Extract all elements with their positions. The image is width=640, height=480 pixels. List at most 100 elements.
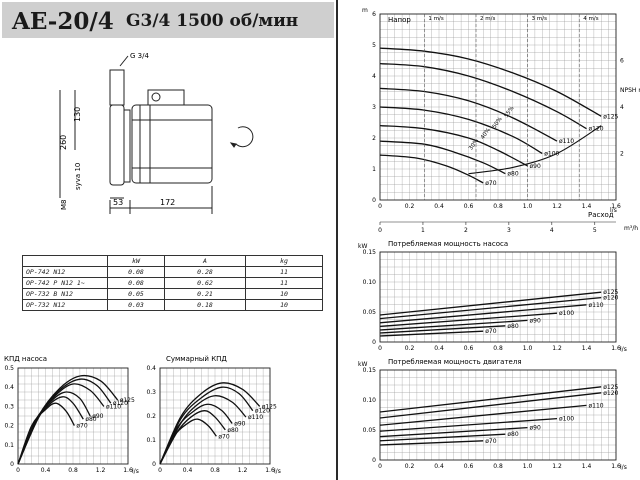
series-line bbox=[17, 383, 105, 465]
series-label: ø110 bbox=[559, 138, 574, 145]
series-label: ø90 bbox=[530, 163, 541, 170]
y-tick-label: 0.05 bbox=[363, 309, 377, 316]
series-label: ø110 bbox=[106, 403, 121, 410]
pump-power-chart: 0 0.2 0.4 0.6 0.8 1.0 1.2 1.4 1.6 0 0.05 0.10 0.15 ø1… bbox=[358, 240, 627, 353]
x-tick-label: 0.8 bbox=[493, 203, 503, 210]
table-cell: 0.08 bbox=[107, 277, 165, 289]
series-label: ø125 bbox=[603, 289, 618, 296]
x-tick-label: 1.4 bbox=[582, 203, 592, 210]
series-label: ø125 bbox=[120, 397, 135, 404]
x-tick-label: 0.4 bbox=[434, 463, 444, 470]
pump-spec: G3/4 1500 об/мин bbox=[126, 11, 299, 31]
table-cell: OP-732 B N12 bbox=[22, 288, 108, 300]
velocity-label: 2 m/s bbox=[480, 16, 495, 22]
x-tick-label: 0 bbox=[378, 345, 382, 352]
x-tick-label: 1.0 bbox=[523, 345, 533, 352]
series-line bbox=[379, 433, 506, 442]
series-line bbox=[379, 140, 506, 175]
series-label: ø110 bbox=[248, 414, 263, 421]
y-axis-unit: kW bbox=[358, 361, 367, 368]
efficiency-label: 55% bbox=[504, 106, 516, 119]
series-label: ø120 bbox=[603, 295, 618, 302]
x-tick-label: 1.4 bbox=[582, 463, 592, 470]
chart-title: Потребляемая мощность двигателя bbox=[388, 358, 522, 366]
series-label: ø125 bbox=[262, 403, 277, 410]
velocity-label: 1 m/s bbox=[428, 16, 443, 22]
series-line bbox=[379, 386, 602, 413]
chart-title: Суммарный КПД bbox=[166, 355, 227, 363]
series-label: ø80 bbox=[507, 431, 518, 438]
y-tick-label: 0 bbox=[372, 197, 376, 204]
y-tick-label: 0 bbox=[152, 461, 156, 468]
x-tick-label: 1.4 bbox=[582, 345, 592, 352]
series-label: ø90 bbox=[92, 413, 103, 420]
series-line bbox=[379, 47, 602, 117]
series-line bbox=[379, 124, 528, 167]
table-row: OP-732 N12 0.03 0.18 10 bbox=[22, 299, 323, 311]
head-chart: 0 0.2 0.4 0.6 0.8 1.0 1.2 1.4 1.60123456ø125ø120… bbox=[362, 7, 640, 234]
series-label: ø70 bbox=[485, 180, 496, 187]
series-label: ø100 bbox=[544, 151, 559, 158]
y-tick-label: 1 bbox=[372, 166, 376, 173]
x-tick-label: 0.2 bbox=[405, 203, 415, 210]
x-tick-label: 0.4 bbox=[434, 203, 444, 210]
table-cell: 11 bbox=[245, 277, 323, 289]
y-tick-label: 3 bbox=[372, 104, 376, 111]
plot-frame bbox=[379, 251, 617, 343]
y-tick-label: 0 bbox=[10, 461, 14, 468]
x-tick-label: 1.2 bbox=[238, 467, 248, 474]
y-tick-label: 0.1 bbox=[4, 442, 14, 449]
chart-title: Потребляемая мощность насоса bbox=[388, 240, 508, 248]
y-tick-label: 2 bbox=[372, 135, 376, 142]
table-header-cell: kW bbox=[107, 255, 165, 267]
table-cell: 0.21 bbox=[164, 288, 246, 300]
series-label: ø70 bbox=[485, 438, 496, 445]
y-tick-label: 0.5 bbox=[4, 365, 14, 372]
table-cell: 0.08 bbox=[107, 266, 165, 278]
x-tick-label: 0 bbox=[378, 463, 382, 470]
series-line bbox=[379, 304, 587, 324]
y-tick-label: 0.1 bbox=[146, 437, 156, 444]
series-label: ø90 bbox=[530, 317, 541, 324]
x-tick-label: 0.6 bbox=[464, 203, 474, 210]
y2-tick-label: 6 bbox=[620, 58, 624, 65]
series-line bbox=[159, 395, 247, 465]
table-cell: 10 bbox=[245, 288, 323, 300]
table-row: OP-742 P N12 1~ 0.08 0.62 11 bbox=[22, 277, 323, 289]
pump-model: AE-20/4 bbox=[12, 8, 114, 35]
series-line bbox=[379, 426, 528, 438]
table-row: OP-742 N12 0.08 0.28 11 bbox=[22, 266, 323, 278]
x-tick-label: 0.6 bbox=[464, 463, 474, 470]
series-line bbox=[379, 291, 602, 316]
chart-title: КПД насоса bbox=[4, 355, 47, 363]
series-label: ø110 bbox=[589, 402, 604, 409]
plot-frame bbox=[379, 369, 617, 461]
series-line bbox=[379, 330, 484, 337]
series-label: ø70 bbox=[76, 423, 87, 430]
table-header-cell bbox=[22, 255, 108, 267]
title-bar: AE-20/4 G3/4 1500 об/мин bbox=[2, 2, 334, 38]
y-tick-label: 0 bbox=[372, 457, 376, 464]
series-label: ø80 bbox=[507, 323, 518, 330]
x-tick-label: 0.4 bbox=[434, 345, 444, 352]
series-label: ø70 bbox=[218, 433, 229, 440]
x-tick-label: 1.6 bbox=[611, 463, 621, 470]
velocity-label: 3 m/s bbox=[532, 16, 547, 22]
table-cell: OP-732 N12 bbox=[22, 299, 108, 311]
table-cell: 0.62 bbox=[164, 277, 246, 289]
series-line bbox=[379, 154, 484, 184]
series-line bbox=[379, 296, 602, 320]
series-line bbox=[159, 418, 217, 465]
series-label: ø90 bbox=[234, 420, 245, 427]
x-tick-label: 1.6 bbox=[265, 467, 275, 474]
motor-spec-table: kW A kg OP-742 N12 0.08 0.28 11 OP-742 P… bbox=[22, 255, 323, 311]
series-line bbox=[379, 404, 587, 426]
x-tick-label: 0 bbox=[378, 203, 382, 210]
series-line bbox=[379, 440, 484, 446]
x-axis-unit: l/s bbox=[274, 468, 281, 475]
total-efficiency-chart: 0 0.4 0.8 1.2 1.6 0 0.1 0.2 0.3 0.4 ø125ø120ø110ø9… bbox=[146, 355, 281, 475]
x-tick-label: 0.8 bbox=[68, 467, 78, 474]
series-line bbox=[379, 62, 587, 130]
table-cell: 11 bbox=[245, 266, 323, 278]
